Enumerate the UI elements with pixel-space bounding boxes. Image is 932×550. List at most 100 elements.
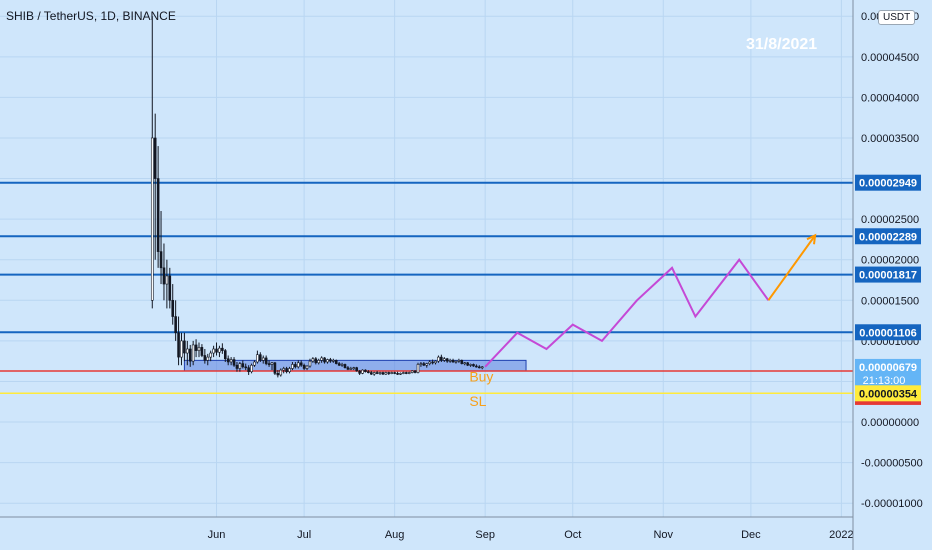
candle	[215, 342, 218, 356]
candle-body	[364, 369, 367, 373]
candle-body	[223, 350, 227, 360]
candle-body	[253, 361, 256, 366]
candle-body	[194, 344, 198, 351]
candle	[396, 371, 399, 375]
candle-body	[323, 357, 326, 363]
candle-body	[177, 332, 180, 358]
annotations-layer: Buy SL	[469, 368, 493, 408]
candle-body	[244, 366, 248, 369]
candle-body	[288, 368, 291, 373]
candle-body	[387, 372, 391, 374]
candle-body	[367, 371, 370, 374]
candle-body	[460, 360, 464, 364]
candle	[156, 146, 160, 268]
candle-body	[475, 365, 478, 368]
projection-layer	[484, 233, 817, 368]
candle-body	[168, 275, 172, 301]
candle	[393, 371, 396, 375]
candle	[390, 371, 394, 375]
candle	[302, 363, 306, 371]
candle	[448, 358, 452, 363]
candle-body	[188, 348, 192, 362]
candle	[340, 362, 344, 367]
candle-body	[191, 344, 195, 362]
candle-body	[425, 363, 429, 366]
candle	[180, 332, 183, 366]
sl-label: SL	[469, 393, 486, 409]
candle-body	[384, 372, 388, 375]
candle	[285, 366, 288, 374]
candle	[361, 369, 364, 375]
candle-body	[329, 359, 332, 362]
candle-body	[174, 316, 177, 334]
candle-body	[279, 369, 283, 376]
candle	[299, 360, 303, 367]
candle	[413, 370, 417, 374]
candle	[203, 348, 207, 364]
candle	[294, 361, 297, 369]
candle-body	[247, 367, 250, 373]
candle	[212, 345, 215, 358]
candle-body	[235, 364, 239, 369]
price-label: 0.00000354	[855, 385, 921, 402]
price-label-bg	[855, 324, 921, 341]
candle	[270, 361, 274, 371]
candle	[247, 365, 250, 375]
candle-body	[232, 359, 236, 366]
candle-body	[469, 364, 472, 366]
candle	[343, 363, 347, 369]
candle-body	[256, 354, 259, 363]
candle-body	[349, 368, 353, 370]
candle-body	[454, 360, 458, 363]
candle	[162, 243, 166, 301]
candle	[329, 357, 332, 363]
currency-badge[interactable]: USDT	[878, 10, 916, 25]
candle-body	[390, 372, 394, 374]
candle	[317, 358, 321, 365]
candle	[191, 340, 195, 366]
candle	[291, 361, 294, 371]
candle	[437, 355, 440, 363]
candle	[218, 345, 221, 358]
candle-body	[375, 372, 379, 374]
x-tick-label: 2022	[829, 529, 853, 541]
candle	[466, 361, 469, 367]
candle	[337, 361, 341, 367]
candle-body	[355, 367, 358, 372]
candle	[402, 371, 405, 375]
candle	[261, 355, 265, 364]
candle-body	[480, 366, 484, 369]
candle	[445, 357, 449, 363]
candle	[352, 366, 356, 371]
watermark-date: 31/8/2021	[746, 36, 818, 53]
candle-body	[445, 358, 449, 362]
candle	[384, 371, 388, 375]
candle-body	[282, 368, 285, 371]
candle-body	[261, 357, 265, 361]
candle	[273, 361, 277, 375]
candle-body	[440, 356, 443, 361]
candle-body	[466, 362, 469, 366]
candle-body	[183, 340, 186, 354]
candle-body	[448, 360, 452, 362]
price-label-bg	[855, 228, 921, 245]
candle-body	[413, 370, 417, 373]
candle	[159, 211, 163, 285]
candle	[259, 352, 262, 362]
candle	[364, 369, 367, 373]
candle	[349, 366, 353, 371]
candle-body	[381, 372, 385, 375]
candle-body	[156, 178, 160, 252]
candle-body	[332, 360, 335, 362]
candle-body	[241, 363, 245, 368]
candle-body	[264, 357, 268, 364]
symbol-title[interactable]: SHIB / TetherUS, 1D, BINANCE	[6, 9, 176, 23]
candle-body	[226, 358, 230, 363]
candle-body	[215, 348, 218, 353]
candle-body	[340, 364, 344, 366]
candle-body	[291, 364, 294, 369]
candle	[457, 358, 461, 363]
level-lines-layer	[0, 181, 853, 395]
candle-body	[165, 275, 169, 285]
